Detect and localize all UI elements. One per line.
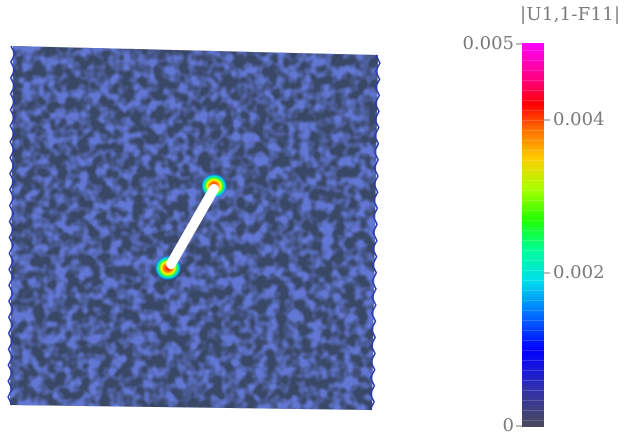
tick-label-min: 0 <box>502 415 514 436</box>
colorbar <box>516 43 550 427</box>
crack <box>166 184 219 269</box>
colorbar-bands <box>522 43 544 427</box>
tick-label-upper: 0.004 <box>553 109 605 130</box>
field-right-edge <box>369 54 381 411</box>
field-domain <box>7 45 381 411</box>
tick-label-max: 0.005 <box>462 33 514 54</box>
legend-title: |U1,1-F11| <box>520 4 621 25</box>
tick-label-mid: 0.002 <box>553 262 605 283</box>
field-left-edge <box>7 45 16 406</box>
